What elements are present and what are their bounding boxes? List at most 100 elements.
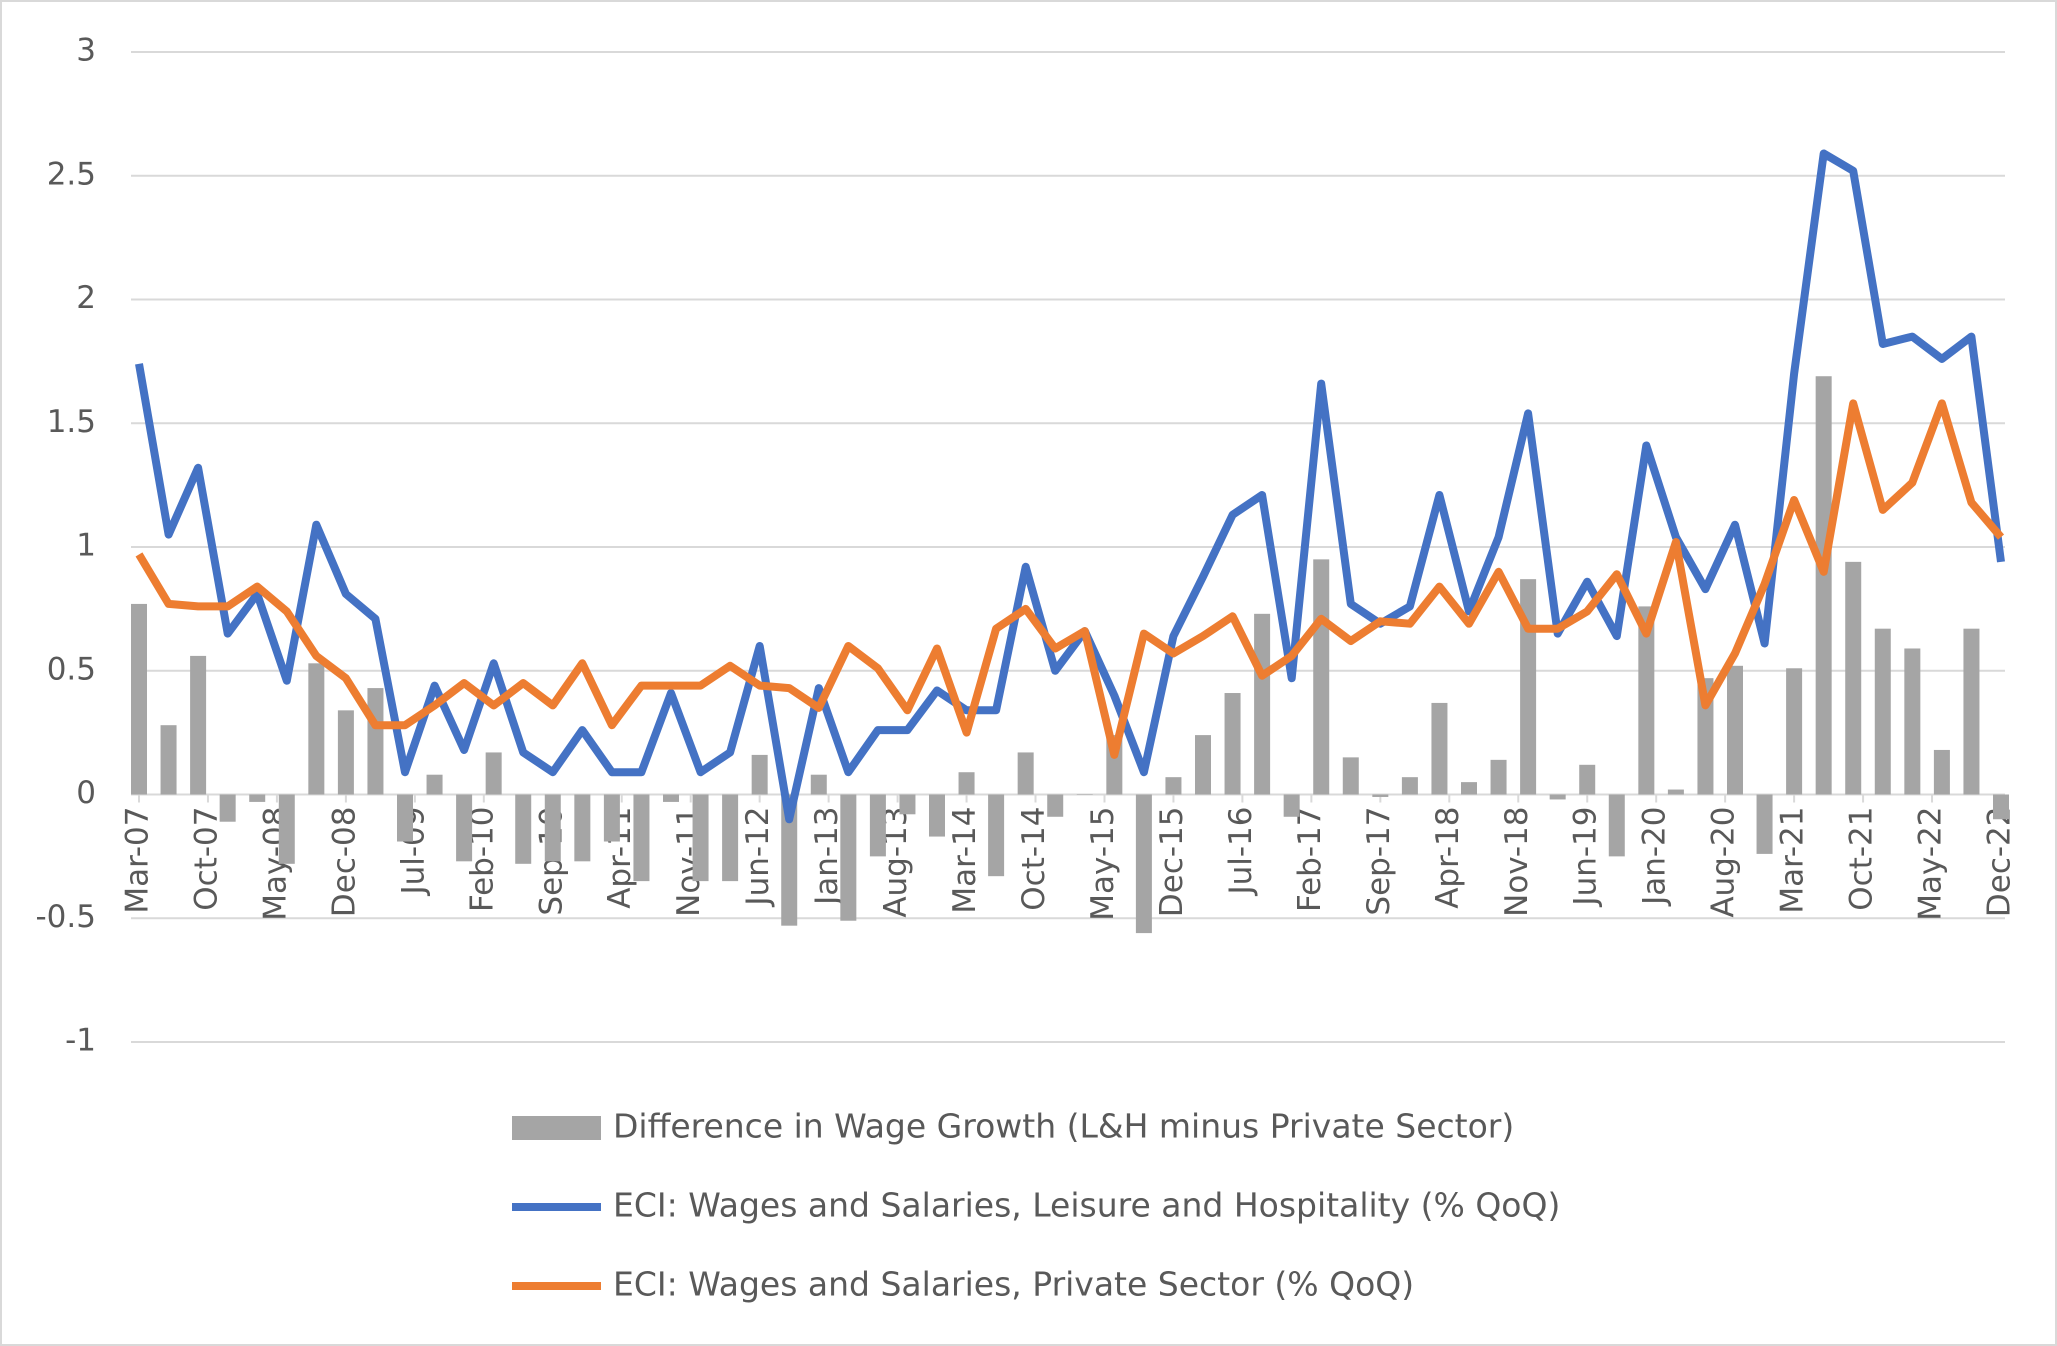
legend-label: Difference in Wage Growth (L&H minus Pri… bbox=[613, 1107, 1514, 1146]
x-tick-label: Mar-07 bbox=[120, 807, 156, 914]
y-tick-label: 1.5 bbox=[47, 404, 96, 440]
x-tick-label: Jan-13 bbox=[809, 807, 845, 907]
x-tick-label: Nov-18 bbox=[1499, 807, 1535, 917]
bar bbox=[1608, 794, 1625, 857]
y-tick-label: -0.5 bbox=[36, 899, 97, 935]
y-tick-label: 0 bbox=[76, 775, 96, 811]
bar bbox=[1165, 777, 1182, 795]
bar bbox=[1017, 752, 1034, 795]
bar bbox=[397, 794, 413, 842]
y-tick-label: 1 bbox=[76, 528, 96, 564]
y-tick-label: 3 bbox=[76, 33, 96, 69]
bar bbox=[1490, 759, 1507, 795]
bar bbox=[1283, 794, 1300, 817]
bar bbox=[1047, 794, 1064, 817]
bar bbox=[1372, 794, 1389, 797]
bar bbox=[751, 754, 768, 795]
bar bbox=[1933, 749, 1950, 795]
bar bbox=[278, 794, 295, 864]
x-tick-label: Oct-14 bbox=[1016, 807, 1052, 911]
y-tick-label: -1 bbox=[65, 1023, 96, 1059]
bar bbox=[1727, 665, 1743, 795]
bar bbox=[603, 794, 620, 842]
bar bbox=[308, 663, 325, 795]
x-tick-label: Jun-12 bbox=[740, 807, 776, 908]
bar bbox=[1254, 613, 1271, 795]
line bbox=[135, 399, 2005, 759]
bar bbox=[1815, 376, 1832, 795]
x-tick-label: Mar-14 bbox=[947, 807, 983, 914]
bar bbox=[249, 794, 266, 802]
x-tick-label: Feb-17 bbox=[1292, 807, 1328, 913]
x-tick-label: Jun-19 bbox=[1568, 807, 1604, 908]
x-tick-label: Mar-21 bbox=[1775, 807, 1811, 914]
bar bbox=[1224, 693, 1241, 795]
x-tick-label: Aug-20 bbox=[1706, 807, 1742, 918]
bar bbox=[1549, 794, 1566, 800]
x-tick-label: Oct-07 bbox=[188, 807, 224, 911]
bar bbox=[1076, 794, 1093, 795]
bar bbox=[190, 655, 207, 795]
bar bbox=[544, 794, 561, 862]
bar bbox=[1993, 794, 2009, 820]
bar bbox=[929, 794, 945, 837]
x-tick-label: Jan-20 bbox=[1637, 807, 1673, 907]
bar bbox=[1697, 678, 1714, 795]
bar bbox=[160, 725, 177, 795]
bar bbox=[781, 794, 798, 926]
legend-swatch bbox=[512, 1116, 601, 1140]
bar bbox=[1342, 757, 1359, 795]
x-tick-label: Dec-08 bbox=[326, 807, 362, 918]
bar bbox=[1461, 782, 1477, 795]
bar bbox=[426, 774, 443, 795]
line bbox=[135, 149, 2005, 824]
x-tick-label: Dec-15 bbox=[1154, 807, 1190, 918]
bar bbox=[1401, 777, 1418, 795]
bar bbox=[633, 794, 650, 882]
bar bbox=[1313, 559, 1330, 795]
bar bbox=[574, 794, 591, 862]
bar bbox=[131, 603, 147, 795]
bar bbox=[1874, 628, 1891, 795]
bar bbox=[1667, 789, 1684, 795]
bar bbox=[722, 794, 739, 882]
y-tick-label: 2 bbox=[76, 280, 96, 316]
bar bbox=[1135, 794, 1152, 934]
bar bbox=[810, 774, 827, 795]
legend-label: ECI: Wages and Salaries, Private Sector … bbox=[613, 1265, 1414, 1304]
bar bbox=[958, 772, 975, 795]
bar bbox=[219, 794, 236, 822]
bar bbox=[899, 794, 916, 815]
x-tick-label: Oct-21 bbox=[1844, 807, 1880, 911]
bar bbox=[988, 794, 1005, 877]
y-tick-label: 0.5 bbox=[47, 651, 96, 687]
bar bbox=[1579, 764, 1596, 795]
x-tick-label: Jul-16 bbox=[1223, 807, 1259, 897]
bar bbox=[515, 794, 532, 864]
bar bbox=[367, 688, 384, 795]
bar bbox=[1963, 628, 1980, 795]
x-tick-label: Dec-22 bbox=[1982, 807, 2018, 918]
x-tick-label: May-15 bbox=[1085, 807, 1121, 921]
bar bbox=[485, 752, 502, 795]
bar bbox=[1638, 606, 1655, 795]
x-tick-label: Apr-18 bbox=[1430, 807, 1466, 909]
bar bbox=[663, 794, 679, 802]
bar bbox=[692, 794, 709, 882]
bar bbox=[1756, 794, 1773, 854]
bar bbox=[840, 794, 857, 921]
bar bbox=[1786, 668, 1803, 795]
y-tick-label: 2.5 bbox=[47, 156, 96, 192]
bar bbox=[1904, 648, 1921, 795]
bar bbox=[1845, 561, 1862, 795]
legend-label: ECI: Wages and Salaries, Leisure and Hos… bbox=[613, 1186, 1560, 1225]
bar bbox=[1520, 579, 1537, 795]
bar bbox=[1195, 735, 1211, 795]
bar bbox=[1431, 702, 1448, 795]
bar bbox=[337, 710, 354, 795]
bar bbox=[456, 794, 473, 862]
x-tick-label: May-22 bbox=[1913, 807, 1949, 921]
x-tick-label: Sep-17 bbox=[1361, 807, 1397, 916]
bar bbox=[869, 794, 886, 857]
